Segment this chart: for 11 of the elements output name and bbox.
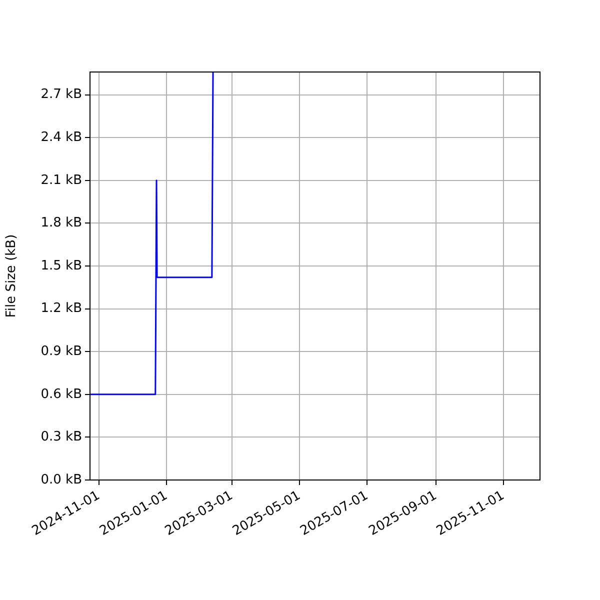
y-tick-label: 2.1 kB xyxy=(40,172,82,188)
y-tick-label: 1.5 kB xyxy=(40,258,82,274)
y-tick-label: 1.2 kB xyxy=(40,301,82,316)
y-tick-label: 2.4 kB xyxy=(40,130,82,145)
y-tick-label: 0.6 kB xyxy=(40,386,82,402)
y-tick-label: 0.0 kB xyxy=(40,472,82,488)
y-tick-label: 1.8 kB xyxy=(40,216,82,231)
y-axis-title: File Size (kB) xyxy=(4,234,20,318)
y-tick-label: 2.7 kB xyxy=(40,87,82,102)
y-tick-label: 0.3 kB xyxy=(40,430,82,445)
y-tick-label: 0.9 kB xyxy=(40,344,82,359)
